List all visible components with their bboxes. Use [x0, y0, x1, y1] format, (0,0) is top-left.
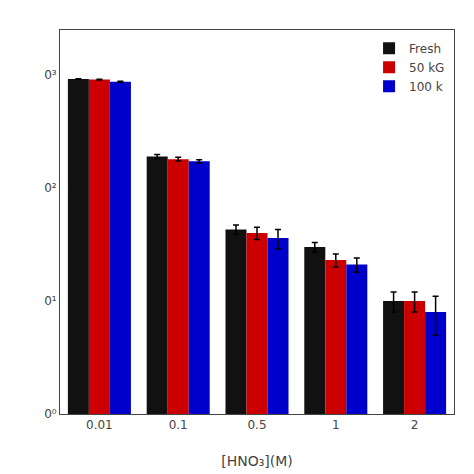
svg-text:1: 1 — [332, 418, 340, 432]
svg-text:[HNO₃](M): [HNO₃](M) — [221, 453, 293, 469]
svg-text:0¹: 0¹ — [44, 294, 57, 308]
svg-text:100 k: 100 k — [409, 80, 443, 94]
svg-text:50 kG: 50 kG — [409, 61, 444, 75]
svg-text:0³: 0³ — [44, 68, 57, 82]
svg-text:0.01: 0.01 — [86, 418, 113, 432]
svg-text:0.1: 0.1 — [169, 418, 188, 432]
svg-text:0⁰: 0⁰ — [44, 407, 57, 421]
svg-text:0.5: 0.5 — [247, 418, 266, 432]
svg-text:0²: 0² — [44, 181, 57, 195]
svg-text:Fresh: Fresh — [409, 42, 441, 56]
svg-text:2: 2 — [411, 418, 419, 432]
